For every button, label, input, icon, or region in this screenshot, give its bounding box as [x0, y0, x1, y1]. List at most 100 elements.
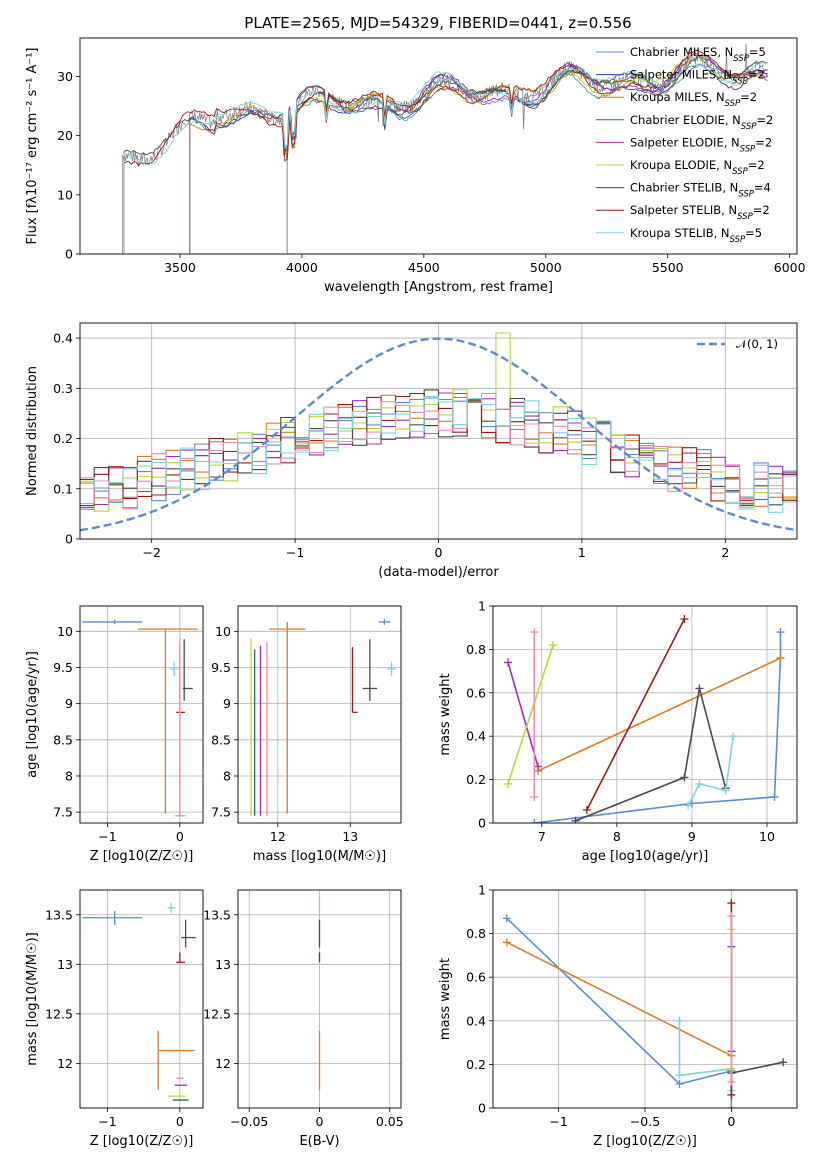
axes-frame — [79, 37, 798, 255]
mass-weight-marker — [571, 816, 580, 823]
x-tick-label: −1 — [549, 1114, 567, 1129]
panel-mass_vs_Z: −1 0 12 12.5 13 13.5 Z [log10(Z/Z☉)] mass [log1… — [25, 889, 204, 1149]
errorbar-point — [378, 619, 391, 625]
figure-layer: 3500 4000 4500 5000 5500 60000102030wavelengt… — [25, 37, 806, 1149]
panel-weight_vs_Z: −1 −0.5 0 0 0.2 0.4 0.6 0.8 1 Z [log10(Z/Z☉)] mass… — [438, 883, 798, 1149]
legend-label: Kroupa MILES, NSSP=2 — [630, 90, 757, 109]
panel-spectrum: 3500 4000 4500 5000 5500 6000 0 10 20 30 wavelengt… — [25, 37, 806, 295]
y-tick-label: 13 — [57, 957, 73, 972]
mass-weight-marker — [729, 732, 738, 741]
mass-weight-line — [506, 917, 733, 1108]
x-tick-label: −1 — [286, 545, 304, 560]
mass-weight-marker — [695, 684, 704, 693]
mass-weight-marker — [695, 779, 704, 788]
y-tick-label: 0.8 — [466, 642, 486, 657]
plot-area-age_vs_mass — [250, 619, 396, 816]
normal-reference-curve — [80, 337, 797, 532]
y-tick-label: 12.5 — [45, 1006, 73, 1021]
x-tick-label: −1 — [98, 1114, 116, 1129]
mass-weight-marker — [504, 658, 513, 667]
x-tick-label: 5000 — [530, 260, 562, 275]
mass-weight-marker — [549, 641, 558, 650]
mass-weight-line — [678, 1020, 733, 1091]
y-tick-label: 0 — [478, 1101, 486, 1116]
x-axis-label: Z [log10(Z/Z☉)] — [90, 1134, 194, 1149]
x-tick-label: 2 — [721, 545, 729, 560]
mass-weight-marker — [504, 779, 513, 788]
x-axis-label: wavelength [Angstrom, rest frame] — [324, 280, 553, 295]
errorbar-point — [176, 952, 185, 963]
axes-frame — [79, 889, 204, 1109]
legend-label: Chabrier ELODIE, NSSP=2 — [630, 113, 773, 132]
y-axis-label: mass weight — [438, 958, 453, 1040]
x-tick-label: 10 — [759, 829, 775, 844]
mass-weight-marker — [502, 914, 511, 923]
mass-weight-marker — [502, 938, 511, 947]
plot-area-residuals — [80, 332, 797, 532]
x-tick-label: 0.05 — [376, 1114, 404, 1129]
x-axis-label: mass [log10(M/M☉)] — [253, 849, 386, 864]
y-tick-label: 8.5 — [211, 732, 231, 747]
mass-weight-marker — [779, 1058, 788, 1067]
y-tick-label: 0.6 — [466, 970, 486, 985]
x-tick-label: 3500 — [164, 260, 196, 275]
x-axis-label: Z [log10(Z/Z☉)] — [90, 849, 194, 864]
x-tick-label: 9 — [688, 829, 696, 844]
y-tick-label: 8 — [223, 768, 231, 783]
mass-weight-marker — [727, 899, 736, 908]
y-tick-label: 0.2 — [53, 431, 73, 446]
mass-weight-marker — [675, 1016, 684, 1025]
legend-label: Salpeter STELIB, NSSP=2 — [630, 203, 770, 222]
mass-weight-line — [534, 632, 782, 823]
y-tick-label: 30 — [57, 69, 73, 84]
model-spectrum-line — [189, 54, 768, 254]
x-tick-label: 13 — [342, 829, 358, 844]
y-axis-label: age [log10(age/yr)] — [25, 651, 40, 778]
model-spectrum-line — [286, 51, 768, 254]
errorbar-point — [269, 621, 306, 814]
y-tick-label: 9 — [65, 696, 73, 711]
mass-weight-marker — [727, 912, 736, 921]
mass-weight-marker — [675, 1080, 684, 1089]
x-tick-label: −0.05 — [230, 1114, 268, 1129]
y-tick-label: 8.5 — [53, 732, 73, 747]
y-tick-label: 0.2 — [466, 772, 486, 787]
y-tick-label: 20 — [57, 128, 73, 143]
legend-label: Kroupa STELIB, NSSP=5 — [630, 226, 762, 245]
x-tick-label: 0 — [176, 829, 184, 844]
mass-weight-line — [507, 644, 554, 785]
errorbar-point — [82, 619, 143, 625]
axes-frame — [237, 605, 402, 824]
model-spectrum-line — [286, 53, 768, 254]
legend-label: Chabrier MILES, NSSP=5 — [630, 45, 766, 64]
errorbar-point — [82, 910, 143, 925]
x-tick-label: 0 — [727, 1114, 735, 1129]
axes-frame — [79, 605, 204, 824]
plot-area-weight_vs_Z — [502, 899, 788, 1108]
model-spectrum-line — [189, 55, 768, 254]
mass-weight-marker — [727, 1090, 736, 1099]
x-axis-label: (data-model)/error — [378, 565, 499, 580]
x-tick-label: 6000 — [774, 260, 806, 275]
x-axis-label: age [log10(age/yr)] — [582, 849, 709, 864]
y-axis-label: mass weight — [438, 673, 453, 755]
errorbar-point — [387, 661, 396, 677]
x-tick-label: −0.5 — [630, 1114, 660, 1129]
mass-weight-marker — [530, 628, 539, 637]
mass-weight-marker — [770, 792, 779, 801]
y-tick-label: 9 — [223, 696, 231, 711]
y-tick-label: 0.3 — [53, 381, 73, 396]
residual-histogram-step — [80, 392, 797, 510]
mass-weight-marker — [776, 628, 785, 637]
mass-weight-line — [537, 657, 781, 772]
y-axis-label: Normed distribution — [25, 366, 40, 496]
legend-label: Chabrier STELIB, NSSP=4 — [630, 181, 771, 200]
model-spectrum-line — [123, 61, 768, 254]
mass-weight-line — [575, 688, 727, 822]
y-tick-label: 10 — [215, 624, 231, 639]
errorbar-point — [182, 639, 193, 701]
x-tick-label: 0 — [176, 1114, 184, 1129]
panel-residuals: −2 −1 0 1 2 0 0.1 0.2 0.3 0.4 (data-model)/error No… — [25, 322, 798, 580]
y-tick-label: 10 — [57, 187, 73, 202]
